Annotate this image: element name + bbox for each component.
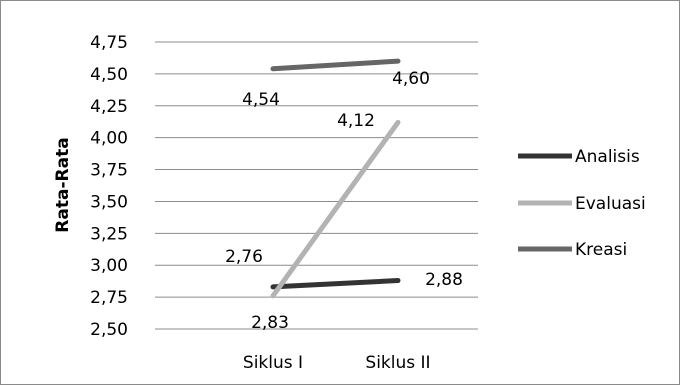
y-tick-label: 4,00 (90, 129, 128, 149)
y-tick-label: 3,75 (90, 161, 128, 181)
x-axis-categories: Siklus I Siklus II (243, 353, 431, 373)
y-tick-label: 4,50 (90, 65, 128, 85)
data-label: 2,88 (425, 270, 463, 290)
legend-label-kreasi: Kreasi (575, 240, 627, 260)
y-tick-label: 3,25 (90, 224, 128, 244)
series-line-kreasi (270, 58, 401, 72)
y-tick-label: 4,75 (90, 33, 128, 53)
y-tick-label: 2,50 (90, 320, 128, 340)
series-line-analisis (270, 278, 401, 290)
data-label: 2,76 (225, 247, 263, 267)
y-tick-label: 2,75 (90, 288, 128, 308)
series-line-evaluasi (270, 119, 401, 299)
legend-label-evaluasi: Evaluasi (575, 194, 646, 214)
y-axis-title: Rata-Rata (53, 137, 73, 232)
data-label: 4,60 (392, 69, 430, 89)
y-tick-label: 3,50 (90, 192, 128, 212)
data-label: 2,83 (251, 313, 289, 333)
data-label: 4,12 (337, 111, 375, 131)
legend-label-analisis: Analisis (575, 147, 640, 167)
y-tick-label: 4,25 (90, 97, 128, 117)
data-labels: 2,83 2,88 2,76 4,12 4,54 4,60 (225, 69, 463, 333)
data-label: 4,54 (242, 90, 280, 110)
series-lines (270, 58, 401, 299)
gridlines (155, 41, 478, 330)
y-axis-ticks: 2,50 2,75 3,00 3,25 3,50 3,75 4,00 4,25 4,50 4,75 (90, 33, 128, 340)
legend: Analisis Evaluasi Kreasi (518, 147, 646, 260)
x-category-label: Siklus I (243, 353, 303, 373)
x-category-label: Siklus II (365, 353, 430, 373)
y-tick-label: 3,00 (90, 256, 128, 276)
